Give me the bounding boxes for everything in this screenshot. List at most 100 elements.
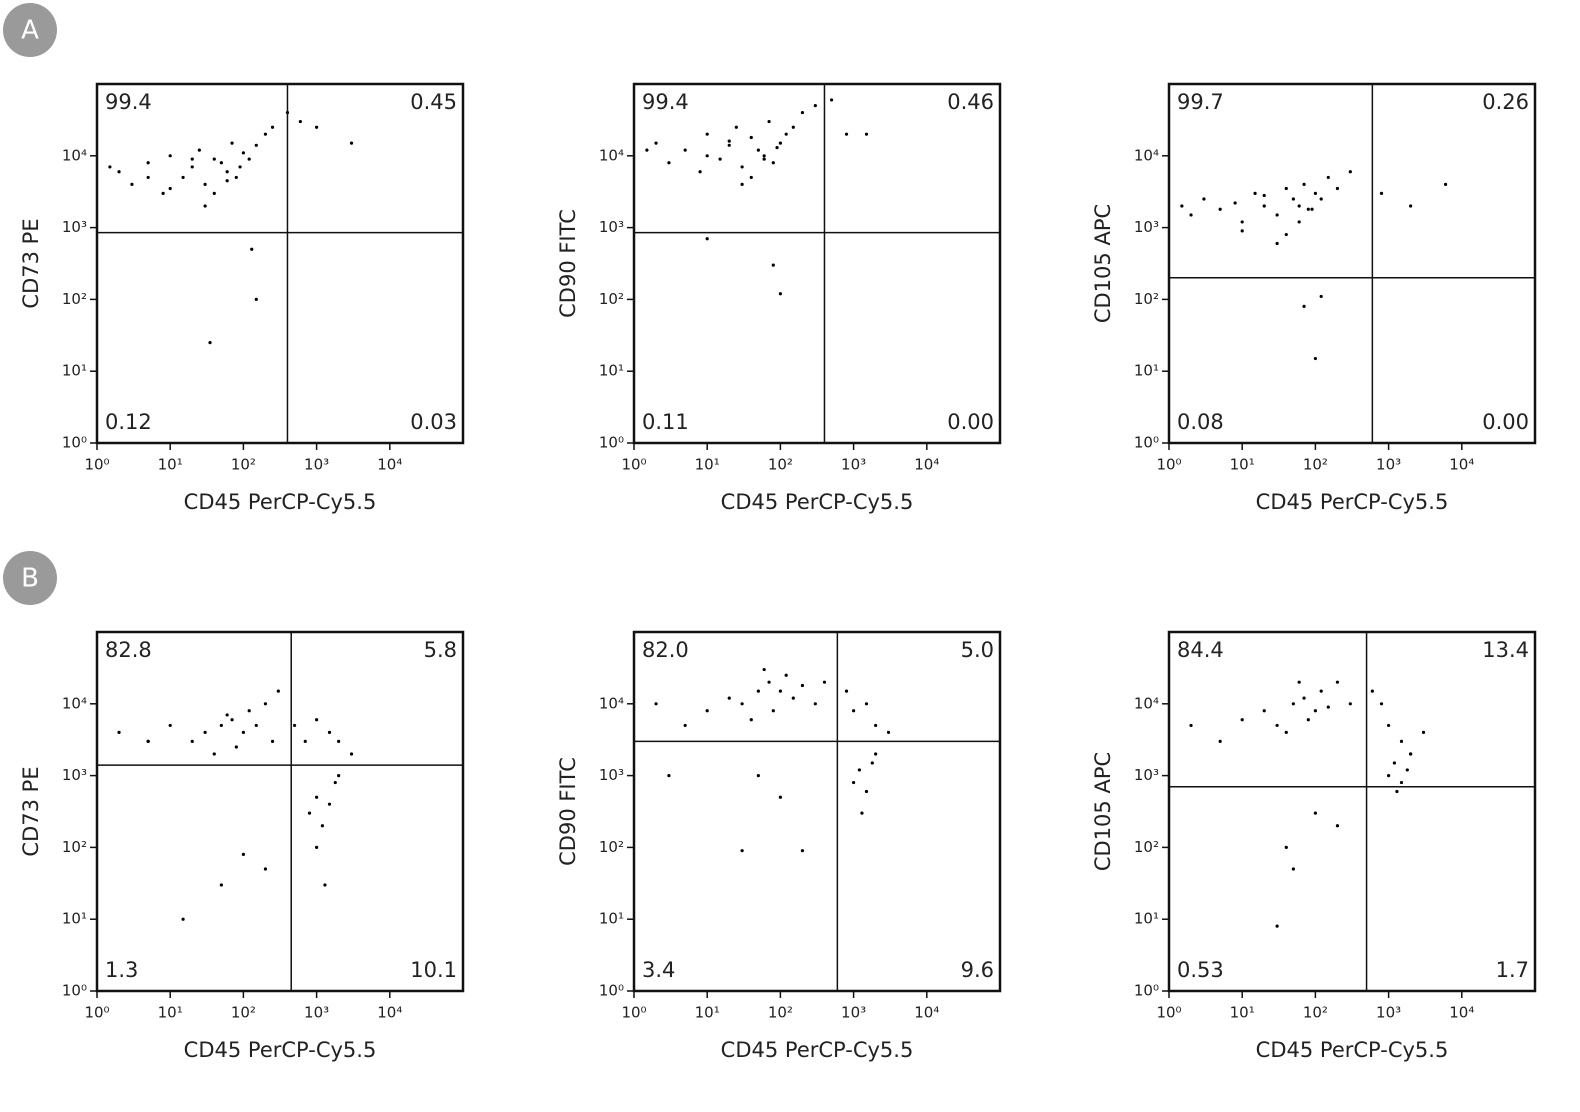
- y-tick-label: 10¹: [1134, 910, 1159, 928]
- event-dot: [349, 752, 354, 756]
- y-tick-label: 10⁴: [1134, 694, 1159, 712]
- event-dot: [168, 186, 172, 191]
- event-dot: [829, 98, 834, 102]
- event-dot: [254, 297, 258, 301]
- quadrant-percent: 1.7: [1496, 958, 1529, 982]
- event-dot: [1370, 689, 1374, 693]
- event-dot: [1319, 294, 1323, 299]
- event-dot: [1395, 789, 1399, 794]
- plot-frame: [1167, 630, 1537, 993]
- event-dot: [320, 824, 324, 828]
- event-dot: [146, 175, 150, 180]
- y-tick-label: 10²: [599, 838, 624, 856]
- event-dot: [219, 883, 223, 887]
- event-dot: [1335, 680, 1340, 684]
- event-dot: [1262, 204, 1266, 208]
- event-dot: [864, 789, 869, 794]
- x-tick-label: 10³: [304, 1004, 329, 1022]
- x-tick-label: 10⁴: [914, 456, 939, 474]
- y-tick-label: 10⁰: [599, 434, 624, 452]
- event-dot: [1306, 207, 1310, 211]
- event-dot: [1302, 304, 1306, 308]
- x-tick-label: 10³: [1376, 1004, 1401, 1022]
- event-dot: [800, 683, 805, 688]
- event-dot: [860, 811, 864, 815]
- event-dot: [1443, 182, 1448, 186]
- x-tick-label: 10⁰: [621, 456, 646, 474]
- x-tick-label: 10⁴: [377, 1004, 402, 1022]
- event-dot: [219, 161, 223, 165]
- quadrant-percent: 84.4: [1177, 638, 1224, 662]
- x-tick-label: 10¹: [158, 1004, 183, 1022]
- event-dot: [874, 723, 878, 728]
- event-dot: [1313, 191, 1317, 195]
- event-dot: [1387, 723, 1391, 728]
- x-tick-label: 10³: [304, 456, 329, 474]
- x-tick-label: 10²: [768, 1004, 793, 1022]
- event-dot: [740, 182, 744, 186]
- y-axis-label: CD105 APC: [1091, 204, 1115, 323]
- quadrant-percent: 10.1: [410, 958, 457, 982]
- event-dot: [740, 165, 744, 169]
- x-tick-label: 10¹: [1230, 1004, 1255, 1022]
- event-dot: [1399, 780, 1404, 785]
- event-dot: [337, 774, 341, 778]
- event-dot: [1275, 723, 1279, 728]
- y-axis-label: CD73 PE: [19, 218, 43, 308]
- event-dot: [349, 141, 354, 145]
- event-dot: [800, 110, 805, 115]
- quadrant-percent: 0.00: [1482, 410, 1529, 434]
- event-dot: [327, 730, 332, 734]
- event-dot: [146, 161, 150, 165]
- quadrant-percent: 0.46: [947, 90, 994, 114]
- event-dot: [1275, 924, 1279, 928]
- quadrant-percent: 0.53: [1177, 958, 1224, 982]
- event-dot: [315, 845, 319, 850]
- event-dot: [1348, 170, 1352, 174]
- y-tick-label: 10⁰: [599, 982, 624, 1000]
- event-dot: [1392, 761, 1396, 765]
- event-dot: [791, 696, 795, 700]
- quadrant-percent: 5.0: [961, 638, 994, 662]
- plot-frame: [95, 82, 465, 445]
- event-dot: [1326, 175, 1330, 180]
- event-dot: [1218, 207, 1222, 211]
- event-dot: [705, 237, 709, 241]
- event-dot: [263, 867, 268, 871]
- event-dot: [315, 795, 319, 799]
- event-dot: [1240, 718, 1244, 722]
- event-dot: [161, 191, 165, 195]
- quadrant-percent: 0.12: [105, 410, 152, 434]
- quadrant-percent: 0.08: [1177, 410, 1224, 434]
- y-axis-label: CD90 FITC: [556, 757, 580, 866]
- event-dot: [1240, 220, 1244, 224]
- quadrant-percent: 9.6: [961, 958, 994, 982]
- y-tick-label: 10³: [599, 218, 624, 236]
- event-dot: [1297, 204, 1301, 208]
- quadrant-percent: 99.7: [1177, 90, 1224, 114]
- event-dot: [1262, 193, 1266, 198]
- event-dot: [645, 148, 649, 152]
- event-dot: [844, 132, 849, 136]
- event-dot: [705, 132, 709, 136]
- event-dot: [1275, 213, 1279, 217]
- event-dot: [181, 175, 185, 180]
- event-dot: [698, 170, 702, 174]
- x-tick-label: 10⁴: [377, 456, 402, 474]
- plot-frame: [632, 82, 1002, 445]
- event-dot: [298, 119, 302, 124]
- event-dot: [771, 161, 775, 165]
- event-dot: [1284, 730, 1288, 734]
- event-dot: [756, 148, 760, 152]
- x-tick-label: 10²: [231, 456, 256, 474]
- event-dot: [225, 170, 229, 174]
- event-dot: [874, 752, 878, 756]
- event-dot: [822, 680, 827, 684]
- event-dot: [225, 179, 229, 183]
- y-tick-label: 10⁴: [599, 146, 624, 164]
- y-axis-label: CD73 PE: [19, 766, 43, 856]
- event-dot: [230, 141, 234, 145]
